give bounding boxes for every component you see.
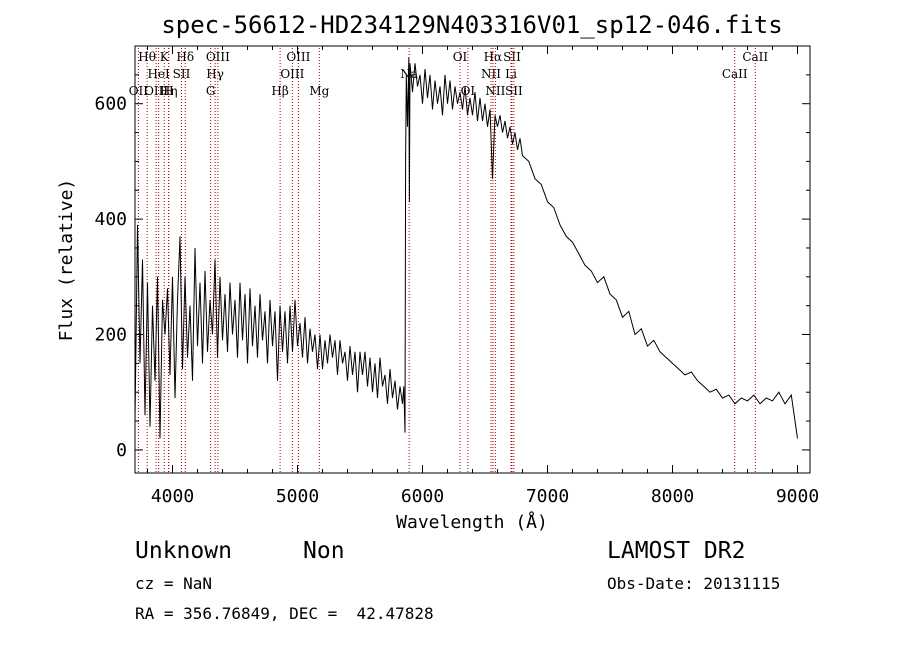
line-marker-label: Hβ <box>271 84 288 98</box>
line-marker-label: K <box>160 50 170 64</box>
y-tick-label: 200 <box>94 325 127 346</box>
obs-date-text: Obs-Date: 20131115 <box>607 574 781 593</box>
line-marker-label: HeI <box>147 67 170 81</box>
line-marker-label: H <box>163 84 173 98</box>
x-tick-label: 5000 <box>276 486 319 507</box>
x-tick-label: 4000 <box>151 486 194 507</box>
subclass-label: Non <box>303 538 345 564</box>
redshift-text: cz = NaN <box>135 574 213 593</box>
class-label: Unknown <box>135 538 232 564</box>
plot-frame <box>134 45 811 474</box>
line-marker-label: Mg <box>309 84 329 98</box>
line-marker-label: SII <box>503 50 521 64</box>
y-axis: 0 200 400 600 <box>94 45 810 461</box>
line-marker-label: Hγ <box>206 67 224 81</box>
line-marker-label: Hδ <box>176 50 194 64</box>
line-marker-label: OIII <box>280 67 304 81</box>
y-tick-label: 400 <box>94 209 127 230</box>
line-marker-label: G <box>206 84 216 98</box>
line-marker-label: OI <box>453 50 468 64</box>
coordinates-text: RA = 356.76849, DEC = 42.47828 <box>135 604 434 623</box>
line-marker-label: CaII <box>742 50 768 64</box>
x-tick-label: 6000 <box>401 486 444 507</box>
chart-title: spec-56612-HD234129N403316V01_sp12-046.f… <box>161 11 782 39</box>
x-tick-label: 9000 <box>776 486 819 507</box>
line-marker-label: SII <box>505 84 523 98</box>
line-markers: OIIHθOIIIHeIKHηHSIIHδGHγOIIIHβOIIIOIIIMg… <box>129 48 768 473</box>
x-tick-label: 7000 <box>526 486 569 507</box>
line-marker-label: Hθ <box>138 50 156 64</box>
x-axis-label: Wavelength (Å) <box>396 511 548 533</box>
line-marker-label: Li <box>505 67 517 81</box>
line-marker-label: SII <box>173 67 191 81</box>
line-marker-label: NII <box>481 67 501 81</box>
line-marker-label: OII <box>129 84 149 98</box>
line-marker-label: OIII <box>206 50 230 64</box>
spectrum-line <box>134 57 798 439</box>
y-tick-label: 600 <box>94 94 127 115</box>
x-axis: 4000 5000 6000 7000 8000 9000 <box>147 46 819 507</box>
spectrum-series <box>134 57 798 439</box>
x-tick-label: 8000 <box>651 486 694 507</box>
line-marker-label: OI <box>461 84 476 98</box>
y-axis-label: Flux (relative) <box>56 179 77 342</box>
line-marker-label: Hα <box>484 50 503 64</box>
y-tick-label: 0 <box>116 440 127 461</box>
line-marker-label: NII <box>485 84 505 98</box>
line-marker-label: OIII <box>286 50 310 64</box>
line-marker-label: OIII <box>144 84 168 98</box>
line-marker-label: CaII <box>722 67 748 81</box>
survey-label: LAMOST DR2 <box>607 538 746 564</box>
